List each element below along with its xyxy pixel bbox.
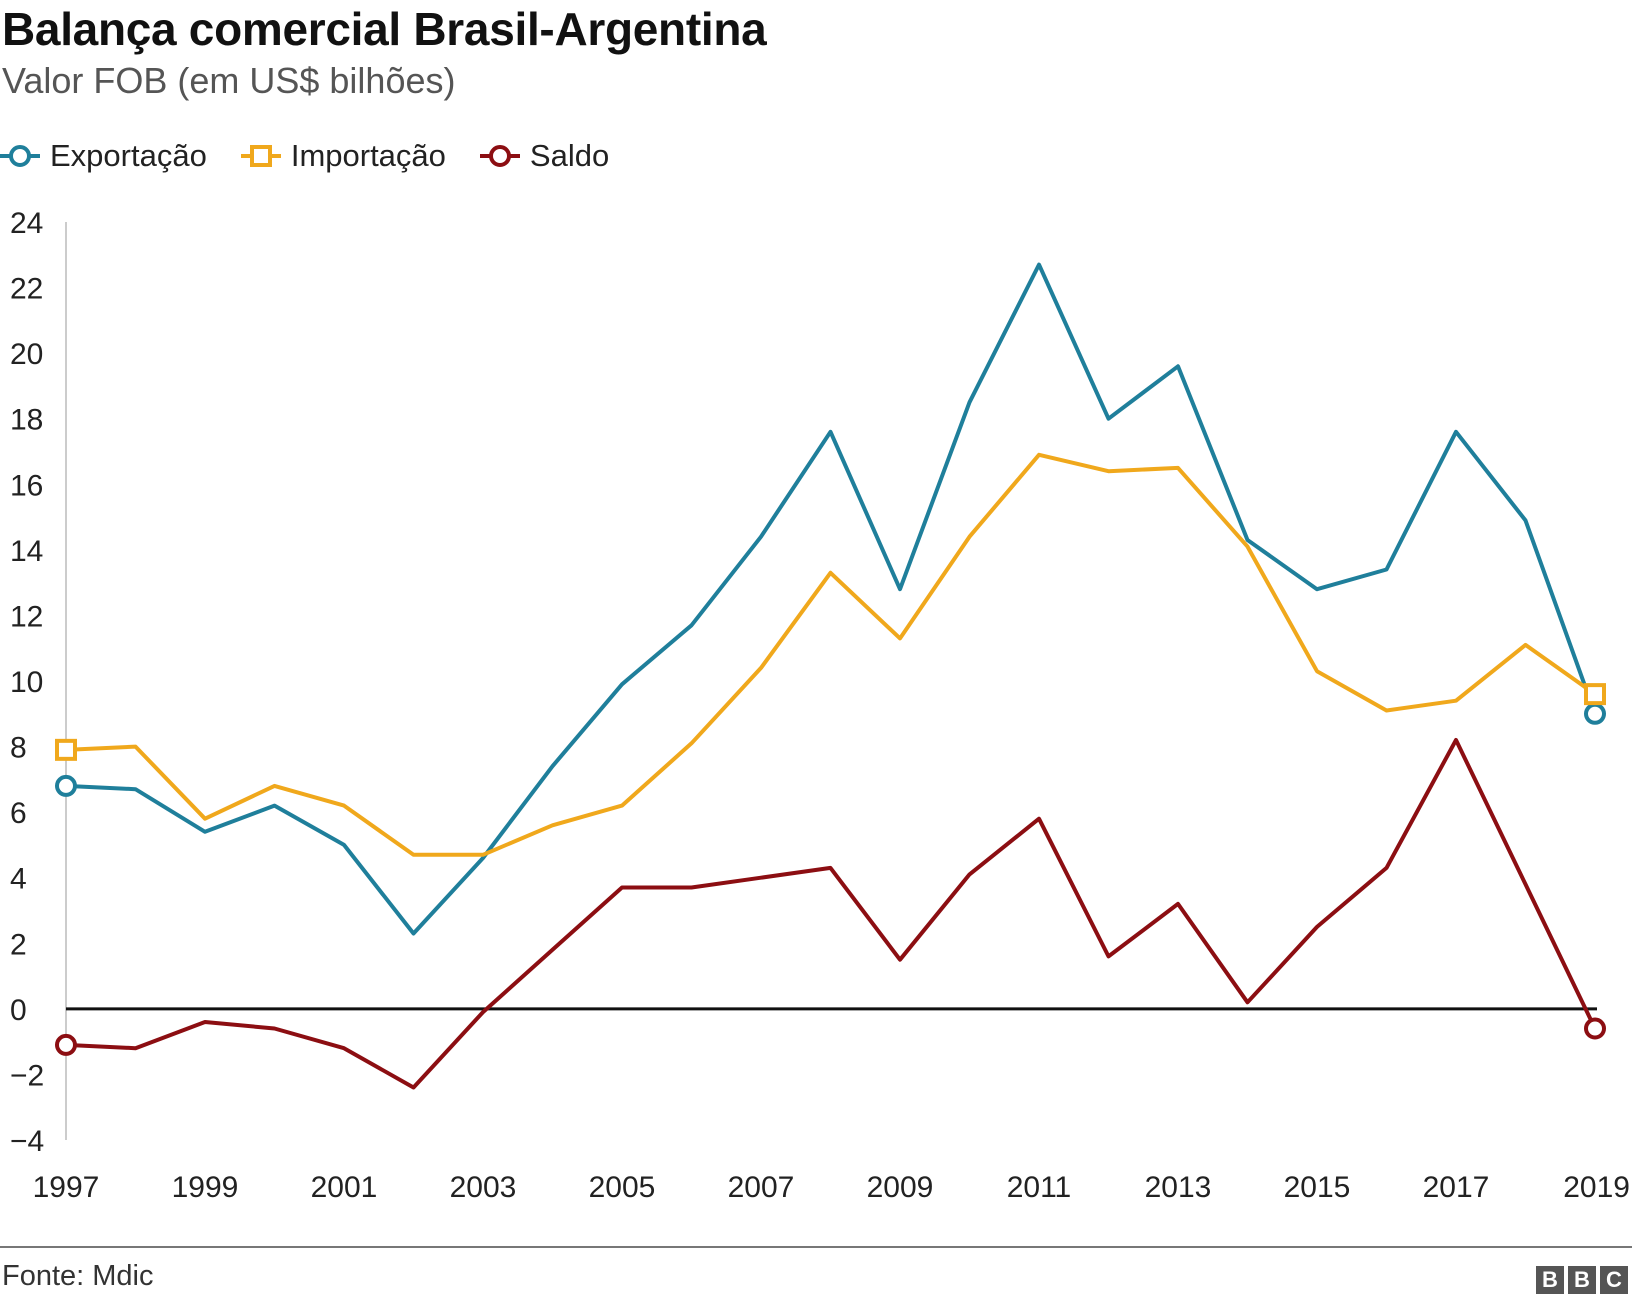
legend-marker-icon (240, 145, 281, 167)
legend-square-marker (249, 145, 272, 167)
data-point-exportacao (55, 774, 77, 797)
x-tick-label: 2019 (1563, 1171, 1630, 1204)
y-tick-label: 6 (10, 797, 27, 830)
y-tick-label: 18 (10, 404, 43, 437)
y-tick-label: −4 (10, 1125, 44, 1158)
x-tick-label: 2001 (311, 1171, 378, 1204)
y-tick-label: 0 (10, 994, 27, 1027)
chart-title: Balança comercial Brasil-Argentina (2, 3, 767, 55)
legend-marker-icon (0, 145, 40, 167)
series-line-saldo (64, 738, 1597, 1090)
data-point-importacao (1584, 683, 1606, 706)
legend-item: Saldo (479, 138, 610, 174)
y-tick-label: 14 (10, 535, 43, 568)
y-tick-label: 16 (10, 469, 43, 502)
data-point-importacao (55, 738, 77, 761)
series-line-importacao (64, 452, 1597, 857)
y-tick-label: 20 (10, 338, 43, 371)
bbc-logo-letter: B (1536, 1266, 1564, 1294)
y-tick-label: 4 (10, 863, 27, 896)
legend-circle-marker (488, 145, 511, 167)
y-tick-label: 22 (10, 273, 43, 306)
x-tick-label: 2003 (450, 1171, 517, 1204)
legend-label: Saldo (529, 138, 610, 173)
data-point-exportacao (1584, 702, 1606, 725)
data-point-saldo (55, 1033, 77, 1056)
legend-label: Importação (290, 138, 446, 173)
y-tick-label: −2 (10, 1059, 44, 1092)
series-line-exportacao (64, 262, 1597, 936)
data-point-saldo (1584, 1017, 1606, 1040)
footer-divider (0, 1246, 1632, 1248)
source-note: Fonte: Mdic (2, 1260, 154, 1292)
bbc-logo-letter: B (1568, 1266, 1596, 1294)
y-tick-label: 24 (10, 207, 43, 240)
x-tick-label: 1997 (33, 1171, 100, 1204)
x-tick-label: 2007 (728, 1171, 795, 1204)
bbc-logo: B B C (1536, 1266, 1628, 1294)
y-tick-label: 8 (10, 732, 27, 765)
legend-label: Exportação (50, 138, 207, 173)
legend-item: Importação (240, 138, 446, 174)
x-tick-label: 2009 (867, 1171, 934, 1204)
legend-item: Exportação (0, 138, 207, 174)
x-tick-label: 2015 (1284, 1171, 1351, 1204)
x-tick-label: 2011 (1007, 1171, 1072, 1204)
x-tick-label: 2017 (1423, 1171, 1490, 1204)
y-tick-label: 10 (10, 666, 43, 699)
legend: Exportação Importação Saldo (0, 134, 643, 178)
y-tick-label: 12 (10, 600, 43, 633)
legend-circle-marker (9, 145, 31, 167)
x-tick-label: 2013 (1145, 1171, 1212, 1204)
chart-subtitle: Valor FOB (em US$ bilhões) (2, 60, 456, 101)
y-tick-label: 2 (10, 928, 27, 961)
x-tick-label: 1999 (172, 1171, 239, 1204)
x-tick-label: 2005 (589, 1171, 656, 1204)
legend-marker-icon (479, 145, 520, 167)
bbc-logo-letter: C (1600, 1266, 1628, 1294)
